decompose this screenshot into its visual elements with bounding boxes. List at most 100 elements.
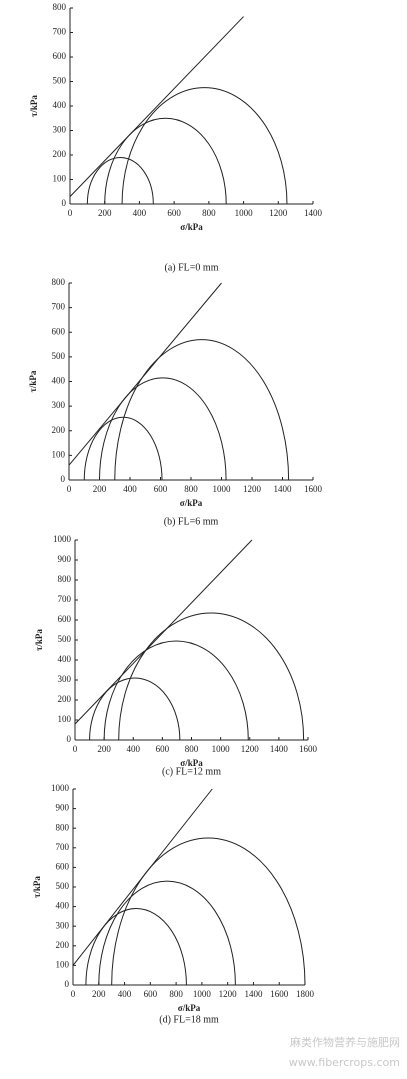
x-tick-label: 200 [92, 989, 106, 999]
x-tick-label: 1800 [296, 989, 315, 999]
caption: (a) FL=0 mm [165, 262, 219, 273]
caption: (b) FL=6 mm [164, 516, 219, 527]
y-tick-label: 500 [52, 351, 66, 361]
x-tick-label: 1600 [270, 989, 289, 999]
y-tick-label: 800 [56, 822, 70, 832]
y-tick-label: 0 [61, 474, 66, 484]
y-tick-label: 100 [56, 959, 70, 969]
y-tick-label: 300 [53, 125, 67, 135]
mohr-circle [114, 339, 290, 481]
x-tick-label: 1200 [269, 208, 288, 218]
y-axis-label: τ/kPa [28, 370, 38, 392]
y-tick-label: 200 [53, 149, 67, 159]
y-tick-label: 900 [56, 803, 70, 813]
y-tick-label: 200 [58, 694, 72, 704]
x-tick-label: 1000 [235, 208, 254, 218]
y-tick-label: 500 [56, 881, 70, 891]
y-tick-label: 200 [52, 425, 66, 435]
y-tick-label: 400 [56, 901, 70, 911]
y-tick-label: 600 [52, 326, 66, 336]
y-tick-label: 500 [53, 76, 67, 86]
y-tick-label: 600 [58, 614, 72, 624]
x-tick-label: 0 [67, 484, 72, 494]
x-tick-label: 1400 [304, 208, 323, 218]
y-tick-label: 1000 [53, 534, 72, 544]
y-tick-label: 100 [52, 449, 66, 459]
y-tick-label: 200 [56, 940, 70, 950]
x-tick-label: 200 [98, 208, 112, 218]
x-tick-label: 1200 [219, 989, 238, 999]
x-tick-label: 1000 [212, 744, 231, 754]
y-axis-label: τ/kPa [32, 876, 42, 898]
y-tick-label: 0 [65, 979, 70, 989]
x-tick-label: 1600 [299, 744, 318, 754]
y-tick-label: 800 [58, 574, 72, 584]
y-tick-label: 700 [58, 594, 72, 604]
x-tick-label: 0 [71, 989, 76, 999]
failure-envelope [72, 788, 213, 966]
y-axis-label: τ/kPa [34, 629, 44, 651]
x-tick-label: 800 [185, 744, 199, 754]
y-tick-label: 400 [52, 376, 66, 386]
x-tick-label: 1400 [270, 744, 289, 754]
watermark: www.fibercrops.com [289, 1056, 400, 1069]
y-tick-label: 400 [53, 100, 67, 110]
y-tick-label: 0 [67, 734, 72, 744]
y-tick-label: 600 [53, 51, 67, 61]
x-tick-label: 1000 [193, 989, 212, 999]
x-tick-label: 1600 [304, 484, 323, 494]
failure-envelope [68, 282, 222, 466]
x-tick-label: 1000 [213, 484, 232, 494]
y-tick-label: 100 [58, 714, 72, 724]
mohr-circle [121, 87, 288, 205]
x-tick-label: 200 [93, 484, 107, 494]
mohr-circle [83, 416, 163, 481]
x-axis-label: σ/kPa [180, 222, 203, 232]
caption: (c) FL=12 mm [162, 766, 221, 777]
x-tick-label: 600 [167, 208, 181, 218]
y-tick-label: 700 [52, 302, 66, 312]
x-tick-label: 400 [123, 484, 137, 494]
x-tick-label: 600 [156, 744, 170, 754]
failure-envelope [74, 539, 253, 725]
mohr-circle [98, 880, 236, 986]
x-tick-label: 1200 [241, 744, 260, 754]
x-tick-label: 400 [127, 744, 141, 754]
watermark: 麻类作物营养与施肥网 [290, 1035, 400, 1049]
y-tick-label: 900 [58, 554, 72, 564]
y-tick-label: 800 [52, 277, 66, 287]
x-tick-label: 200 [97, 744, 111, 754]
mohr-circle [86, 157, 154, 205]
y-tick-label: 500 [58, 634, 72, 644]
x-tick-label: 800 [169, 989, 183, 999]
y-tick-label: 800 [53, 2, 67, 12]
y-tick-label: 700 [56, 842, 70, 852]
mohr-circle [99, 377, 227, 481]
y-tick-label: 100 [53, 174, 67, 184]
y-tick-label: 300 [58, 674, 72, 684]
y-axis-label: τ/kPa [29, 95, 39, 117]
caption: (d) FL=18 mm [159, 1014, 219, 1025]
y-tick-label: 0 [62, 198, 67, 208]
x-tick-label: 400 [133, 208, 147, 218]
x-tick-label: 600 [144, 989, 158, 999]
x-axis-label: σ/kPa [180, 498, 203, 508]
x-tick-label: 800 [202, 208, 216, 218]
x-axis-label: σ/kPa [180, 758, 203, 768]
y-tick-label: 300 [56, 920, 70, 930]
mohr-circle [104, 117, 227, 205]
y-tick-label: 600 [56, 861, 70, 871]
x-tick-label: 0 [68, 208, 73, 218]
y-tick-label: 700 [53, 27, 67, 37]
mohr-circle [89, 677, 181, 741]
mohr-circle [103, 640, 249, 741]
y-tick-label: 300 [52, 400, 66, 410]
failure-envelope [69, 16, 244, 197]
mohr-circle [118, 612, 305, 741]
x-tick-label: 1400 [244, 989, 263, 999]
x-tick-label: 1400 [274, 484, 293, 494]
mohr-circle [85, 908, 187, 986]
x-tick-label: 800 [184, 484, 198, 494]
y-tick-label: 1000 [51, 783, 70, 793]
